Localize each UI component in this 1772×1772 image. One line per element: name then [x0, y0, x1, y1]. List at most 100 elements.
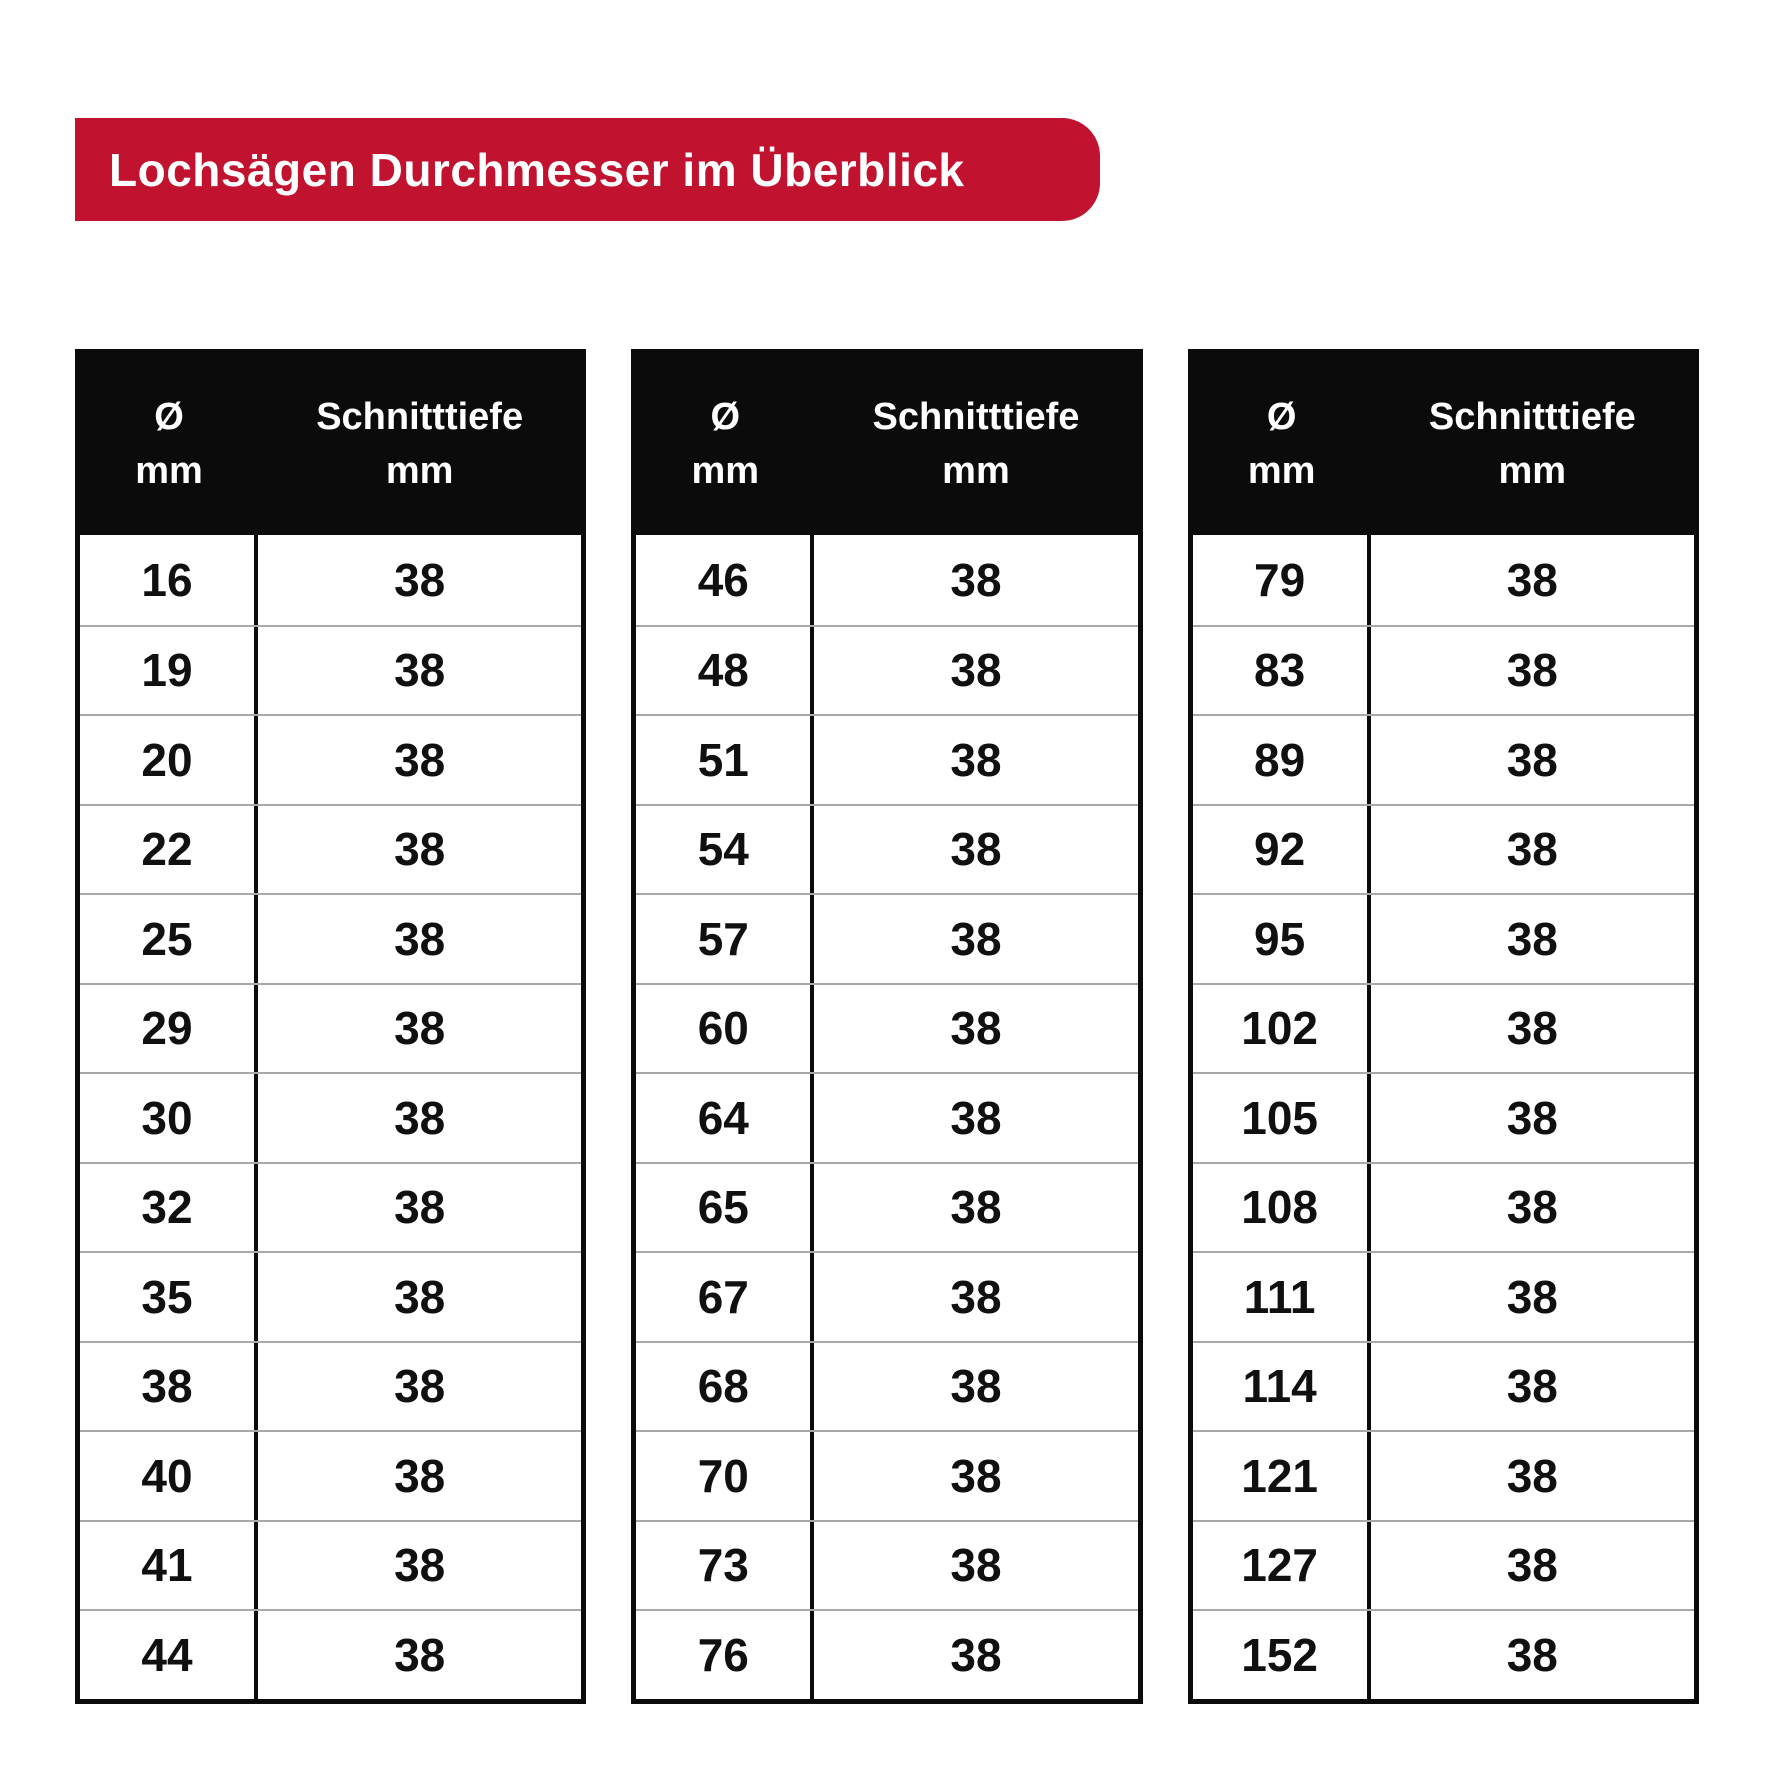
diameter-cell: 51: [636, 716, 815, 804]
depth-cell: 38: [394, 1449, 446, 1502]
diameter-cell: 92: [1193, 805, 1371, 893]
diameter-cell: 76: [636, 1611, 815, 1699]
depth-cell: 38: [950, 1181, 1002, 1234]
table-row: 102 38: [1192, 982, 1694, 1072]
depth-unit: mm: [385, 449, 454, 492]
depth-cell: 38: [1506, 1091, 1558, 1144]
depth-cell: 38: [394, 1181, 446, 1234]
depth-cell: 38: [394, 1270, 446, 1323]
depth-cell: 38: [394, 553, 446, 606]
diameter-cell: 121: [1193, 1432, 1371, 1520]
diameter-cell: 29: [80, 984, 258, 1072]
diameter-cell: 127: [1193, 1521, 1371, 1609]
table-row: 95 38: [1192, 893, 1694, 983]
table-row: 44 38: [80, 1609, 582, 1699]
depth-cell: 38: [1506, 1002, 1558, 1055]
page-title: Lochsägen Durchmesser im Überblick: [109, 143, 965, 196]
column-header-diameter: Ø mm: [1193, 354, 1371, 535]
diameter-cell: 57: [636, 895, 815, 983]
table-row: 108 38: [1192, 1161, 1694, 1251]
table-row: 16 38: [80, 535, 581, 625]
table-row: 68 38: [636, 1340, 1138, 1430]
column-header-diameter: Ø mm: [80, 354, 258, 535]
diameter-cell: 108: [1193, 1163, 1371, 1251]
table-row: 41 38: [80, 1519, 582, 1609]
depth-cell: 38: [950, 1002, 1002, 1055]
depth-cell: 38: [394, 912, 446, 965]
diameter-cell: 22: [80, 805, 258, 893]
diameter-cell: 30: [80, 1074, 258, 1162]
table-body: 46 38 48 38 51 38 54 38 57 38 60 38 64 3…: [636, 535, 1138, 1699]
diameter-unit: mm: [1247, 449, 1316, 492]
diameter-cell: 16: [80, 535, 258, 625]
table-row: 89 38: [1192, 714, 1694, 804]
depth-cell: 38: [1506, 1181, 1558, 1234]
depth-cell: 38: [1506, 1539, 1558, 1592]
column-header-depth: Schnitttiefe mm: [1371, 354, 1694, 535]
table-body: 16 38 19 38 20 38 22 38 25 38 29 38 30 3…: [80, 535, 582, 1699]
table-row: 29 38: [80, 982, 582, 1072]
table-row: 79 38: [1193, 535, 1694, 625]
depth-cell: 38: [394, 644, 446, 697]
depth-cell: 38: [394, 1360, 446, 1413]
diameter-cell: 25: [80, 895, 258, 983]
depth-cell: 38: [1506, 1449, 1558, 1502]
table-row: 46 38: [636, 535, 1137, 625]
depth-cell: 38: [1506, 823, 1558, 876]
table-row: 111 38: [1192, 1251, 1694, 1341]
hole-saw-table-2: Ø mm Schnitttiefe mm 46 38 48 38 51 38 5…: [631, 349, 1143, 1704]
diameter-cell: 105: [1193, 1074, 1371, 1162]
depth-cell: 38: [950, 1449, 1002, 1502]
depth-cell: 38: [950, 733, 1002, 786]
table-row: 67 38: [636, 1251, 1138, 1341]
hole-saw-table-3: Ø mm Schnitttiefe mm 79 38 83 38 89 38 9…: [1187, 349, 1699, 1704]
table-row: 54 38: [636, 803, 1138, 893]
title-banner: Lochsägen Durchmesser im Überblick: [75, 118, 1100, 221]
column-header-depth: Schnitttiefe mm: [814, 354, 1137, 535]
diameter-cell: 46: [636, 535, 815, 625]
depth-cell: 38: [394, 733, 446, 786]
table-row: 19 38: [80, 624, 582, 714]
depth-cell: 38: [950, 1091, 1002, 1144]
diameter-cell: 44: [80, 1611, 258, 1699]
table-row: 83 38: [1192, 624, 1694, 714]
table-header: Ø mm Schnitttiefe mm: [636, 354, 1138, 535]
depth-cell: 38: [1506, 1360, 1558, 1413]
diameter-symbol: Ø: [154, 395, 184, 438]
depth-cell: 38: [950, 644, 1002, 697]
diameter-cell: 40: [80, 1432, 258, 1520]
table-row: 64 38: [636, 1072, 1138, 1162]
table-row: 22 38: [80, 803, 582, 893]
diameter-cell: 32: [80, 1163, 258, 1251]
diameter-cell: 114: [1193, 1342, 1371, 1430]
table-row: 65 38: [636, 1161, 1138, 1251]
table-row: 105 38: [1192, 1072, 1694, 1162]
depth-unit: mm: [942, 449, 1010, 492]
diameter-cell: 38: [80, 1342, 258, 1430]
depth-cell: 38: [1506, 1628, 1558, 1681]
diameter-cell: 54: [636, 805, 815, 893]
table-header: Ø mm Schnitttiefe mm: [80, 354, 582, 535]
depth-cell: 38: [394, 823, 446, 876]
table-row: 127 38: [1192, 1519, 1694, 1609]
depth-cell: 38: [394, 1628, 446, 1681]
diameter-cell: 70: [636, 1432, 815, 1520]
depth-unit: mm: [1498, 449, 1567, 492]
table-row: 60 38: [636, 982, 1138, 1072]
diameter-symbol: Ø: [1266, 395, 1297, 438]
diameter-cell: 89: [1193, 716, 1371, 804]
depth-cell: 38: [394, 1539, 446, 1592]
diameter-unit: mm: [135, 449, 203, 492]
table-row: 114 38: [1192, 1340, 1694, 1430]
column-header-diameter: Ø mm: [636, 354, 814, 535]
depth-cell: 38: [1506, 912, 1558, 965]
diameter-cell: 67: [636, 1253, 815, 1341]
diameter-cell: 83: [1193, 626, 1371, 714]
depth-cell: 38: [950, 1270, 1002, 1323]
diameter-cell: 152: [1193, 1611, 1371, 1699]
depth-cell: 38: [1506, 733, 1558, 786]
table-body: 79 38 83 38 89 38 92 38 95 38 102 38 105…: [1192, 535, 1694, 1699]
depth-label: Schnitttiefe: [316, 395, 524, 438]
table-header: Ø mm Schnitttiefe mm: [1192, 354, 1694, 535]
